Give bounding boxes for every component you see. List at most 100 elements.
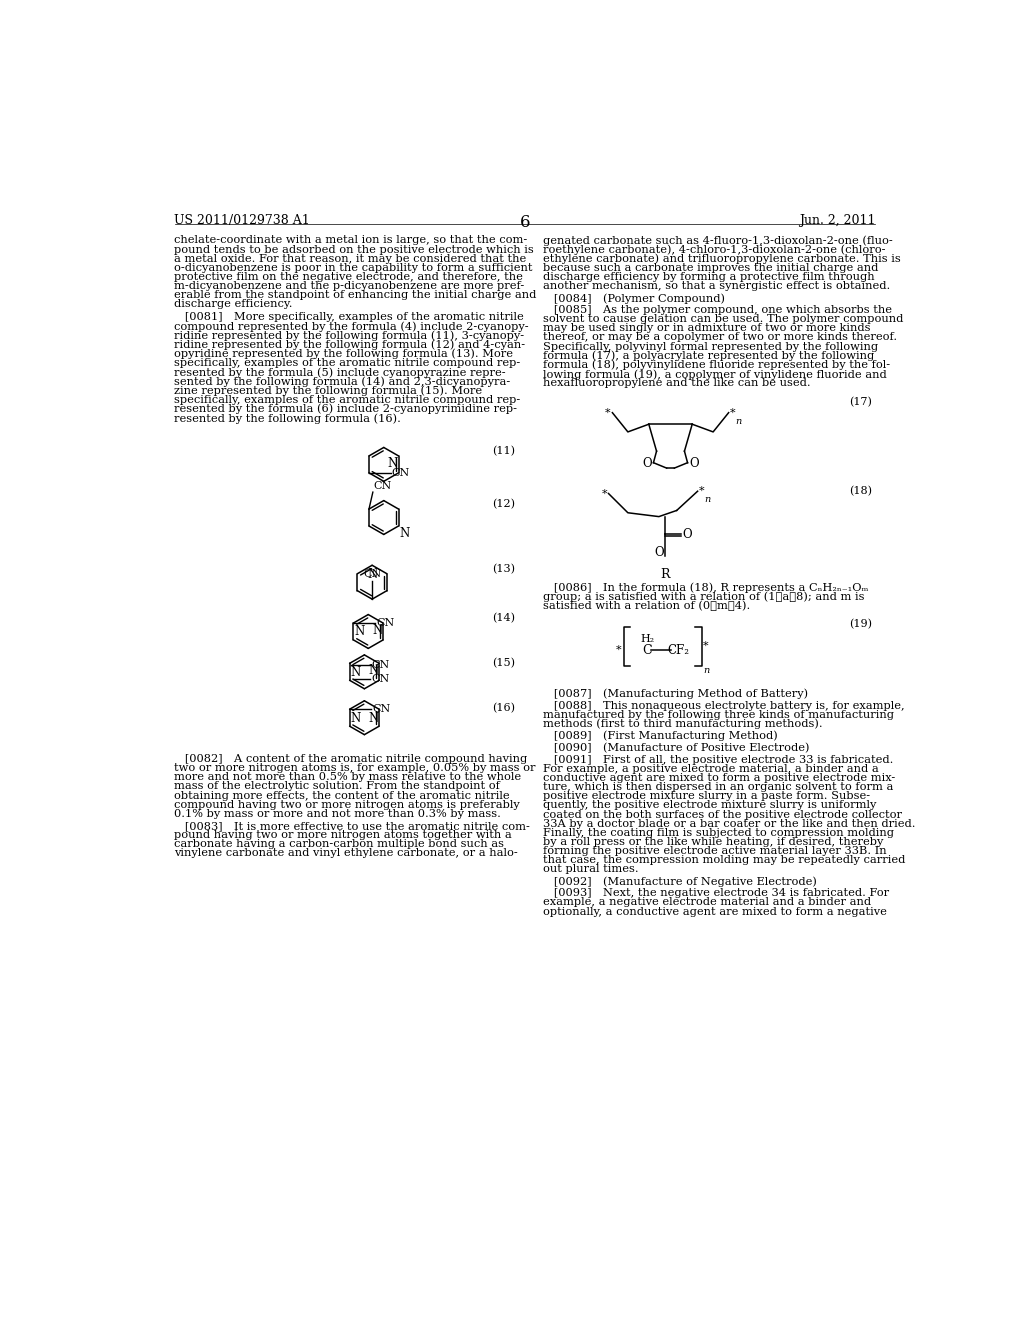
Text: m-dicyanobenzene and the p-dicyanobenzene are more pref-: m-dicyanobenzene and the p-dicyanobenzen… bbox=[174, 281, 524, 292]
Text: carbonate having a carbon-carbon multiple bond such as: carbonate having a carbon-carbon multipl… bbox=[174, 840, 505, 849]
Text: formula (17), a polyacrylate represented by the following: formula (17), a polyacrylate represented… bbox=[543, 351, 873, 362]
Text: N: N bbox=[372, 624, 382, 636]
Text: (15): (15) bbox=[493, 659, 515, 669]
Text: N: N bbox=[387, 457, 397, 470]
Text: Finally, the coating film is subjected to compression molding: Finally, the coating film is subjected t… bbox=[543, 828, 894, 838]
Text: roethylene carbonate), 4-chloro-1,3-dioxolan-2-one (chloro-: roethylene carbonate), 4-chloro-1,3-diox… bbox=[543, 244, 885, 255]
Text: sented by the following formula (14) and 2,3-dicyanopyra-: sented by the following formula (14) and… bbox=[174, 376, 511, 387]
Text: 33A by a doctor blade or a bar coater or the like and then dried.: 33A by a doctor blade or a bar coater or… bbox=[543, 818, 915, 829]
Text: [0086] In the formula (18), R represents a CₙH₂ₙ₋₁Oₘ: [0086] In the formula (18), R represents… bbox=[543, 582, 868, 593]
Text: O: O bbox=[689, 457, 698, 470]
Text: [0085] As the polymer compound, one which absorbs the: [0085] As the polymer compound, one whic… bbox=[543, 305, 892, 315]
Text: [0087] (Manufacturing Method of Battery): [0087] (Manufacturing Method of Battery) bbox=[543, 689, 808, 700]
Text: *: * bbox=[699, 486, 705, 496]
Text: [0091] First of all, the positive electrode 33 is fabricated.: [0091] First of all, the positive electr… bbox=[543, 755, 893, 764]
Text: US 2011/0129738 A1: US 2011/0129738 A1 bbox=[174, 214, 310, 227]
Text: R: R bbox=[660, 568, 670, 581]
Text: ture, which is then dispersed in an organic solvent to form a: ture, which is then dispersed in an orga… bbox=[543, 781, 893, 792]
Text: N: N bbox=[399, 527, 410, 540]
Text: forming the positive electrode active material layer 33B. In: forming the positive electrode active ma… bbox=[543, 846, 886, 857]
Text: (16): (16) bbox=[493, 702, 515, 713]
Text: CN: CN bbox=[374, 482, 392, 491]
Text: N: N bbox=[350, 665, 360, 678]
Text: coated on the both surfaces of the positive electrode collector: coated on the both surfaces of the posit… bbox=[543, 809, 901, 820]
Text: formula (18), polyvinylidene fluoride represented by the fol-: formula (18), polyvinylidene fluoride re… bbox=[543, 360, 890, 371]
Text: 6: 6 bbox=[519, 214, 530, 231]
Text: resented by the following formula (16).: resented by the following formula (16). bbox=[174, 413, 401, 424]
Text: For example, a positive electrode material, a binder and a: For example, a positive electrode materi… bbox=[543, 764, 879, 774]
Text: obtaining more effects, the content of the aromatic nitrile: obtaining more effects, the content of t… bbox=[174, 791, 510, 800]
Text: chelate-coordinate with a metal ion is large, so that the com-: chelate-coordinate with a metal ion is l… bbox=[174, 235, 527, 246]
Text: N: N bbox=[350, 711, 360, 725]
Text: [0089] (First Manufacturing Method): [0089] (First Manufacturing Method) bbox=[543, 731, 777, 742]
Text: N: N bbox=[354, 626, 365, 639]
Text: [0082] A content of the aromatic nitrile compound having: [0082] A content of the aromatic nitrile… bbox=[174, 754, 527, 764]
Text: [0081] More specifically, examples of the aromatic nitrile: [0081] More specifically, examples of th… bbox=[174, 313, 524, 322]
Text: hexafluoropropylene and the like can be used.: hexafluoropropylene and the like can be … bbox=[543, 379, 810, 388]
Text: (19): (19) bbox=[849, 619, 872, 630]
Text: group; a is satisfied with a relation of (1≦a≦8); and m is: group; a is satisfied with a relation of… bbox=[543, 591, 864, 602]
Text: ridine represented by the following formula (11), 3-cyanopy-: ridine represented by the following form… bbox=[174, 330, 524, 341]
Text: methods (first to third manufacturing methods).: methods (first to third manufacturing me… bbox=[543, 719, 822, 730]
Text: *: * bbox=[605, 408, 611, 417]
Text: CF₂: CF₂ bbox=[668, 644, 689, 657]
Text: solvent to cause gelation can be used. The polymer compound: solvent to cause gelation can be used. T… bbox=[543, 314, 903, 325]
Text: more and not more than 0.5% by mass relative to the whole: more and not more than 0.5% by mass rela… bbox=[174, 772, 521, 783]
Text: compound having two or more nitrogen atoms is preferably: compound having two or more nitrogen ato… bbox=[174, 800, 520, 809]
Text: Specifically, polyvinyl formal represented by the following: Specifically, polyvinyl formal represent… bbox=[543, 342, 878, 351]
Text: mass of the electrolytic solution. From the standpoint of: mass of the electrolytic solution. From … bbox=[174, 781, 501, 792]
Text: [0088] This nonaqueous electrolyte battery is, for example,: [0088] This nonaqueous electrolyte batte… bbox=[543, 701, 904, 710]
Text: O: O bbox=[642, 457, 652, 470]
Text: that case, the compression molding may be repeatedly carried: that case, the compression molding may b… bbox=[543, 855, 905, 866]
Text: ethylene carbonate) and trifluoropropylene carbonate. This is: ethylene carbonate) and trifluoropropyle… bbox=[543, 253, 900, 264]
Text: (11): (11) bbox=[493, 446, 515, 457]
Text: N: N bbox=[368, 664, 378, 677]
Text: n: n bbox=[703, 665, 710, 675]
Text: O: O bbox=[682, 528, 692, 541]
Text: may be used singly or in admixture of two or more kinds: may be used singly or in admixture of tw… bbox=[543, 323, 870, 333]
Text: H₂: H₂ bbox=[640, 634, 654, 644]
Text: CN: CN bbox=[372, 660, 389, 669]
Text: (13): (13) bbox=[493, 564, 515, 574]
Text: discharge efficiency by forming a protective film through: discharge efficiency by forming a protec… bbox=[543, 272, 874, 282]
Text: a metal oxide. For that reason, it may be considered that the: a metal oxide. For that reason, it may b… bbox=[174, 253, 526, 264]
Text: Jun. 2, 2011: Jun. 2, 2011 bbox=[799, 214, 876, 227]
Text: N: N bbox=[368, 711, 378, 725]
Text: out plural times.: out plural times. bbox=[543, 865, 638, 874]
Text: protective film on the negative electrode, and therefore, the: protective film on the negative electrod… bbox=[174, 272, 523, 282]
Text: opyridine represented by the following formula (13). More: opyridine represented by the following f… bbox=[174, 348, 513, 359]
Text: vinylene carbonate and vinyl ethylene carbonate, or a halo-: vinylene carbonate and vinyl ethylene ca… bbox=[174, 849, 518, 858]
Text: C: C bbox=[642, 644, 652, 657]
Text: *: * bbox=[730, 408, 736, 417]
Text: example, a negative electrode material and a binder and: example, a negative electrode material a… bbox=[543, 898, 870, 907]
Text: (17): (17) bbox=[849, 397, 872, 408]
Text: discharge efficiency.: discharge efficiency. bbox=[174, 300, 293, 309]
Text: satisfied with a relation of (0≦m≦4).: satisfied with a relation of (0≦m≦4). bbox=[543, 601, 750, 611]
Text: n: n bbox=[703, 495, 710, 504]
Text: resented by the formula (6) include 2-cyanopyrimidine rep-: resented by the formula (6) include 2-cy… bbox=[174, 404, 517, 414]
Text: *: * bbox=[703, 642, 709, 651]
Text: conductive agent are mixed to form a positive electrode mix-: conductive agent are mixed to form a pos… bbox=[543, 774, 895, 783]
Text: CN: CN bbox=[391, 467, 410, 478]
Text: positive electrode mixture slurry in a paste form. Subse-: positive electrode mixture slurry in a p… bbox=[543, 791, 869, 801]
Text: (12): (12) bbox=[493, 499, 515, 510]
Text: lowing formula (19), a copolymer of vinylidene fluoride and: lowing formula (19), a copolymer of viny… bbox=[543, 370, 887, 380]
Text: thereof, or may be a copolymer of two or more kinds thereof.: thereof, or may be a copolymer of two or… bbox=[543, 333, 897, 342]
Text: CN: CN bbox=[372, 705, 390, 714]
Text: CN: CN bbox=[376, 618, 394, 628]
Text: another mechanism, so that a synergistic effect is obtained.: another mechanism, so that a synergistic… bbox=[543, 281, 890, 292]
Text: pound having two or more nitrogen atoms together with a: pound having two or more nitrogen atoms … bbox=[174, 830, 512, 840]
Text: manufactured by the following three kinds of manufacturing: manufactured by the following three kind… bbox=[543, 710, 894, 719]
Text: [0090] (Manufacture of Positive Electrode): [0090] (Manufacture of Positive Electrod… bbox=[543, 743, 809, 754]
Text: (14): (14) bbox=[493, 612, 515, 623]
Text: because such a carbonate improves the initial charge and: because such a carbonate improves the in… bbox=[543, 263, 878, 273]
Text: two or more nitrogen atoms is, for example, 0.05% by mass or: two or more nitrogen atoms is, for examp… bbox=[174, 763, 536, 774]
Text: CN: CN bbox=[362, 569, 381, 579]
Text: 0.1% by mass or more and not more than 0.3% by mass.: 0.1% by mass or more and not more than 0… bbox=[174, 809, 502, 818]
Text: specifically, examples of the aromatic nitrile compound rep-: specifically, examples of the aromatic n… bbox=[174, 358, 521, 368]
Text: N: N bbox=[367, 568, 377, 581]
Text: erable from the standpoint of enhancing the initial charge and: erable from the standpoint of enhancing … bbox=[174, 290, 537, 301]
Text: resented by the formula (5) include cyanopyrazine repre-: resented by the formula (5) include cyan… bbox=[174, 367, 506, 378]
Text: by a roll press or the like while heating, if desired, thereby: by a roll press or the like while heatin… bbox=[543, 837, 883, 847]
Text: [0093] Next, the negative electrode 34 is fabricated. For: [0093] Next, the negative electrode 34 i… bbox=[543, 888, 889, 899]
